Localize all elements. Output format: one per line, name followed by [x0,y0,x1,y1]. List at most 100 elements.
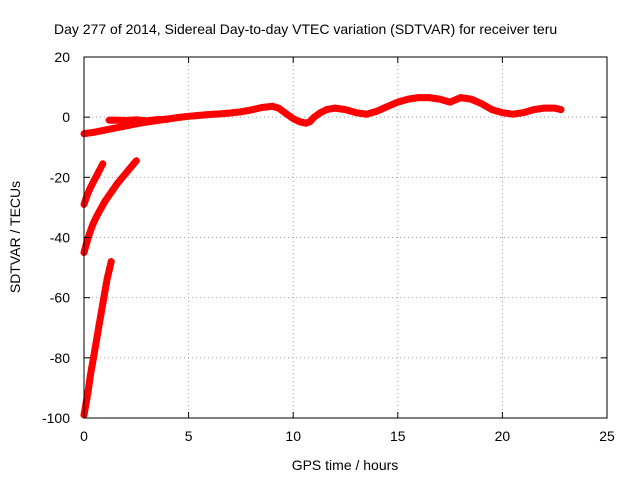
data-point [97,308,105,316]
data-point [401,96,409,104]
y-tick-label: -80 [50,350,70,366]
data-point [97,127,105,135]
data-point [89,356,97,364]
data-point [88,364,96,372]
data-point [87,368,95,376]
data-point [439,96,447,104]
data-point [93,332,101,340]
data-point [83,391,91,399]
x-tick-label: 10 [285,428,301,444]
data-point [111,124,119,132]
data-point [86,377,94,385]
data-point [383,103,391,111]
series-main-trace [80,94,565,138]
x-tick-label: 20 [495,428,511,444]
data-point [519,109,527,117]
data-point [254,104,262,112]
data-point [100,296,108,304]
data-point [104,270,112,278]
series-overlap-segment [105,115,172,125]
y-tick-label: -40 [50,230,70,246]
data-point [523,108,531,116]
data-point [471,97,479,105]
data-point [376,106,384,114]
data-point [88,221,96,229]
y-tick-label: 0 [62,109,70,125]
x-tick-label: 25 [599,428,615,444]
data-point [247,106,255,114]
data-point [93,336,101,344]
data-point [90,218,98,226]
data-point [495,108,503,116]
data-point [81,403,89,411]
data-point [104,273,112,281]
data-point [369,108,377,116]
data-point [164,115,172,123]
chart-title: Day 277 of 2014, Sidereal Day-to-day VTE… [54,21,557,37]
data-point [97,312,105,320]
series-arc-2 [80,157,140,257]
data-point [118,123,126,131]
data-point [102,284,110,292]
data-point [450,97,458,105]
data-point [345,107,353,115]
data-point [491,107,499,115]
data-series [80,94,565,419]
data-point [115,123,123,131]
data-point [446,98,454,106]
data-point [397,97,405,105]
data-point [394,98,402,106]
data-point [474,98,482,106]
x-axis-label: GPS time / hours [292,457,399,473]
data-point [81,197,89,205]
x-tick-label: 0 [80,428,88,444]
data-point [106,264,114,272]
data-point [443,97,451,105]
data-point [94,128,102,136]
data-point [95,324,103,332]
data-point [81,244,89,252]
data-point [101,288,109,296]
data-point [244,107,252,115]
data-point [467,95,475,103]
y-tick-label: 20 [54,49,70,65]
data-point [387,101,395,109]
data-point [105,267,113,275]
data-point [237,108,245,116]
data-point [104,125,112,133]
data-point [373,107,381,115]
data-point [107,258,115,266]
data-point [526,107,534,115]
y-axis-label: SDTVAR / TECUs [7,181,23,293]
data-point [90,128,98,136]
data-point [108,125,116,133]
data-point [86,229,94,237]
data-point [91,344,99,352]
data-point [106,261,114,269]
data-point [557,106,565,114]
data-point [90,348,98,356]
data-point [240,107,248,115]
data-point [102,280,110,288]
y-tick-label: -20 [50,169,70,185]
data-point [84,387,92,395]
data-point [99,300,107,308]
series-arc-1 [80,160,107,208]
x-tick-label: 5 [185,428,193,444]
data-point [94,328,102,336]
data-point [92,340,100,348]
data-point [100,292,108,300]
data-point [81,407,89,415]
data-point [366,109,374,117]
data-point [87,225,95,233]
data-point [390,100,398,108]
axis-ticks: 0 5 10 15 20 25 -100 -80 -60 -40 -20 0 20 [42,49,615,444]
x-tick-label: 15 [390,428,406,444]
data-point [95,320,103,328]
data-point [342,106,349,114]
data-point [488,106,496,114]
data-point [88,360,96,368]
data-point [132,157,140,165]
